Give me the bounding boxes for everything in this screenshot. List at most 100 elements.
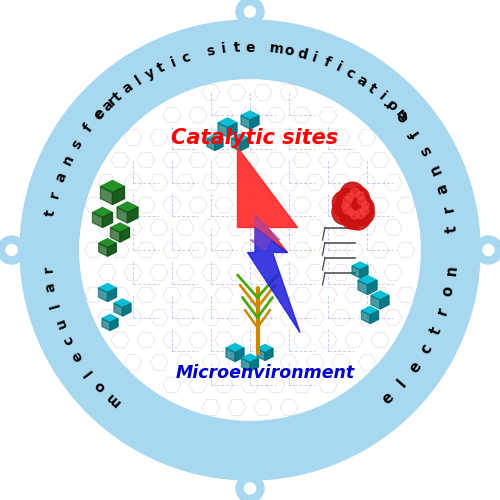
Circle shape (342, 202, 348, 209)
Circle shape (347, 186, 369, 209)
Text: t: t (233, 40, 240, 55)
Text: r: r (440, 204, 456, 214)
Polygon shape (114, 303, 122, 316)
Text: i: i (220, 42, 227, 56)
Circle shape (343, 196, 352, 205)
Text: d: d (295, 46, 308, 62)
Text: Catalytic sites: Catalytic sites (172, 128, 338, 148)
Circle shape (356, 210, 365, 218)
Circle shape (474, 236, 500, 264)
Text: l: l (395, 376, 409, 390)
Text: l: l (81, 366, 95, 378)
Polygon shape (122, 303, 131, 316)
Polygon shape (226, 344, 244, 352)
Polygon shape (250, 116, 259, 129)
Polygon shape (242, 358, 250, 371)
Polygon shape (257, 344, 273, 352)
Text: a: a (100, 97, 116, 114)
Text: r: r (41, 264, 56, 272)
Text: n: n (426, 162, 444, 177)
Polygon shape (218, 122, 228, 137)
Text: c: c (91, 107, 107, 122)
Text: r: r (48, 190, 63, 200)
Polygon shape (128, 208, 138, 223)
Circle shape (334, 198, 352, 217)
Text: s: s (70, 137, 86, 151)
Polygon shape (92, 208, 112, 218)
Text: e: e (69, 348, 86, 364)
Polygon shape (360, 266, 368, 278)
Polygon shape (257, 348, 265, 360)
Text: o: o (440, 285, 456, 298)
Text: s: s (206, 44, 216, 59)
Circle shape (344, 204, 371, 230)
Text: e: e (394, 108, 411, 126)
Circle shape (358, 197, 366, 205)
Circle shape (0, 236, 26, 264)
Polygon shape (100, 186, 112, 204)
Polygon shape (99, 239, 116, 248)
Circle shape (342, 205, 351, 214)
Circle shape (340, 182, 365, 207)
Text: o: o (92, 378, 108, 394)
Text: a: a (53, 170, 70, 184)
Text: a: a (354, 72, 369, 90)
Text: s: s (418, 143, 435, 158)
Text: e: e (406, 358, 424, 376)
Text: f: f (321, 55, 332, 70)
Polygon shape (242, 354, 258, 362)
Circle shape (348, 192, 371, 216)
Circle shape (6, 244, 17, 256)
Polygon shape (102, 318, 110, 330)
Text: u: u (52, 316, 70, 330)
Circle shape (236, 0, 264, 26)
Circle shape (362, 202, 370, 209)
Text: l: l (48, 301, 62, 309)
Text: f: f (408, 126, 423, 140)
Text: o: o (384, 97, 400, 114)
Polygon shape (92, 212, 102, 228)
Circle shape (332, 190, 357, 216)
Circle shape (80, 80, 420, 420)
Polygon shape (207, 138, 215, 150)
Text: y: y (142, 66, 158, 82)
Polygon shape (117, 208, 128, 223)
Polygon shape (362, 306, 378, 315)
Text: a: a (120, 80, 136, 97)
Circle shape (350, 201, 374, 225)
Polygon shape (99, 243, 108, 256)
Text: a: a (434, 182, 452, 196)
Polygon shape (248, 228, 300, 332)
Polygon shape (380, 296, 389, 309)
Polygon shape (110, 223, 130, 232)
Text: a: a (43, 281, 59, 293)
Polygon shape (370, 310, 378, 324)
Text: c: c (418, 342, 435, 357)
Polygon shape (358, 276, 377, 285)
Polygon shape (120, 228, 130, 242)
Polygon shape (238, 148, 298, 252)
Polygon shape (108, 288, 116, 302)
Polygon shape (371, 296, 380, 309)
Polygon shape (250, 215, 280, 250)
Text: Microenvironment: Microenvironment (176, 364, 354, 382)
Circle shape (332, 200, 357, 224)
Text: r: r (106, 94, 120, 108)
Polygon shape (232, 134, 248, 142)
Polygon shape (102, 212, 113, 228)
Polygon shape (100, 180, 124, 192)
Text: r: r (434, 306, 451, 317)
Circle shape (341, 206, 364, 229)
Text: t: t (444, 225, 460, 234)
Polygon shape (241, 116, 250, 129)
Polygon shape (358, 280, 368, 294)
Text: i: i (334, 60, 344, 75)
Polygon shape (117, 202, 138, 212)
Circle shape (347, 208, 354, 216)
Polygon shape (232, 138, 240, 151)
Circle shape (483, 244, 494, 256)
Polygon shape (362, 310, 370, 324)
Circle shape (351, 211, 359, 219)
Text: f: f (80, 122, 96, 135)
Text: m: m (268, 42, 284, 57)
